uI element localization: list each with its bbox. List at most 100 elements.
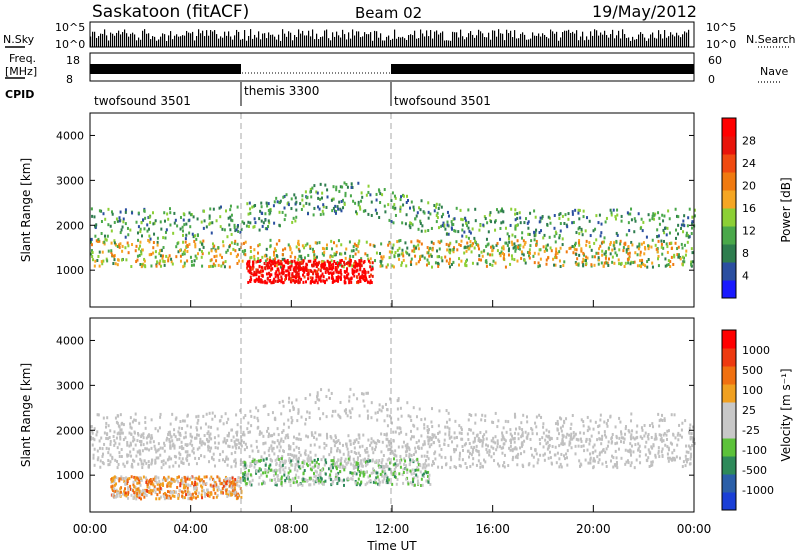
velocity-cell-721 [502, 442, 505, 446]
velocity-cell-831 [157, 456, 160, 460]
velocity-cell-1241 [216, 488, 219, 492]
power-cell-1507 [313, 184, 316, 188]
power-cell-1101 [369, 279, 372, 283]
power-cell-1935 [468, 229, 471, 233]
velocity-cell-2387 [390, 416, 393, 420]
velocity-cell-1510 [113, 483, 116, 487]
power-cell-1624 [233, 223, 236, 227]
power-cell-1892 [559, 229, 562, 233]
velocity-cell-71 [428, 445, 431, 449]
power-cell-101 [352, 255, 355, 259]
power-cell-603 [190, 263, 193, 267]
velocity-cell-106 [169, 444, 172, 448]
power-cell-1318 [314, 258, 317, 262]
power-cell-841 [249, 245, 252, 249]
power-cell-816 [198, 248, 201, 252]
power-cell-1734 [378, 189, 381, 193]
noise-bar-258 [606, 35, 608, 47]
power-cell-412 [581, 260, 584, 264]
velocity-cell-1079 [307, 435, 310, 439]
velocity-cell-2046 [406, 470, 409, 474]
velocity-cell-583 [485, 437, 488, 441]
velocity-cell-2327 [693, 441, 696, 445]
power-cell-1248 [339, 277, 342, 281]
power-cell-466 [673, 253, 676, 257]
power-cell-312 [244, 249, 247, 253]
noise-bar-24 [138, 37, 140, 47]
power-cell-1737 [394, 213, 397, 217]
velocity-cell-753 [126, 440, 129, 444]
velocity-cell-193 [298, 432, 301, 436]
power-cell-1158 [371, 267, 374, 271]
velocity-cell-808 [325, 443, 328, 447]
power-cell-1301 [369, 281, 372, 285]
velocity-cell-249 [191, 449, 194, 453]
velocity-cell-877 [140, 440, 143, 444]
velocity-cell-1840 [309, 467, 312, 471]
power-cell-781 [366, 253, 369, 257]
power-cell-1817 [254, 204, 257, 208]
velocity-cell-651 [449, 455, 452, 459]
velocity-cell-383 [406, 444, 409, 448]
noise-bar-0 [90, 36, 92, 47]
power-cell-1385 [344, 281, 347, 285]
velocity-cell-944 [668, 456, 671, 460]
velocity-cell-1590 [172, 490, 175, 494]
velocity-cell-1934 [364, 471, 367, 475]
velocity-cell-915 [558, 444, 561, 448]
velocity-cell-634 [589, 458, 592, 462]
velocity-cell-1015 [550, 462, 553, 466]
velocity-cell-1367 [132, 489, 135, 493]
velocity-cell-2280 [445, 420, 448, 424]
velocity-cell-2232 [131, 420, 134, 424]
velocity-cell-2260 [119, 413, 122, 417]
power-cell-1800 [415, 214, 418, 218]
power-cell-1178 [258, 278, 261, 282]
noise-bar-231 [552, 31, 554, 47]
power-cell-737 [528, 251, 531, 255]
velocity-cell-1237 [145, 493, 148, 497]
velocity-cell-1604 [267, 466, 270, 470]
power-cell-373 [611, 255, 614, 259]
velocity-cell-265 [114, 458, 117, 462]
power-cell-865 [506, 243, 509, 247]
velocity-cell-369 [633, 466, 636, 470]
velocity-cell-1171 [134, 477, 137, 481]
noise-bar-116 [322, 36, 324, 47]
velocity-cell-2324 [548, 430, 551, 434]
velocity-cell-883 [336, 464, 339, 468]
velocity-cell-381 [108, 436, 111, 440]
power-cell-1536 [338, 200, 341, 204]
velocity-cell-2079 [349, 471, 352, 475]
power-cell-451 [210, 258, 213, 262]
velocity-cell-308 [630, 461, 633, 465]
velocity-cell-731 [444, 432, 447, 436]
noise-bar-202 [494, 30, 496, 47]
velocity-cell-2122 [535, 425, 538, 429]
velocity-cell-42 [570, 446, 573, 450]
power-cell-1456 [464, 219, 467, 223]
power-cell-1824 [485, 237, 488, 241]
power-cell-224 [489, 262, 492, 266]
power-cell-649 [312, 250, 315, 254]
power-cell-2046 [595, 238, 598, 242]
velocity-cell-2109 [325, 415, 328, 419]
velocity-cell-1485 [149, 478, 152, 482]
freq-bar-1 [90, 64, 241, 74]
power-cell-1236 [266, 266, 269, 270]
velocity-cell-2181 [199, 426, 202, 430]
power-cell-1239 [268, 274, 271, 278]
nave-label: Nave [760, 65, 788, 78]
noise-bar-190 [470, 31, 472, 47]
velocity-cell-2362 [676, 433, 679, 437]
velocity-cell-1883 [288, 480, 291, 484]
velocity-cell-1526 [171, 479, 174, 483]
power-cell-1546 [553, 234, 556, 238]
power-cell-1763 [336, 205, 339, 209]
velocity-cell-844 [417, 439, 420, 443]
velocity-cell-2399 [319, 417, 322, 421]
power-cell-1259 [297, 269, 300, 273]
velocity-cell-2085 [320, 477, 323, 481]
power-cell-895 [301, 244, 304, 248]
power-cell-743 [690, 247, 693, 251]
